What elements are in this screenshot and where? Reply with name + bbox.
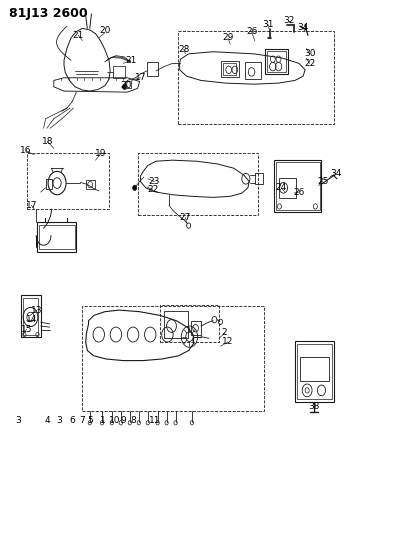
Text: 25: 25 <box>316 177 328 186</box>
Bar <box>113 66 124 78</box>
Text: 34: 34 <box>297 23 308 32</box>
Bar <box>125 82 131 88</box>
Bar <box>21 295 40 337</box>
Text: 1: 1 <box>100 416 106 425</box>
Bar <box>37 222 76 252</box>
Text: 30: 30 <box>303 50 315 58</box>
Bar <box>275 162 319 209</box>
Bar <box>299 357 328 381</box>
Bar <box>23 298 38 335</box>
Text: 14: 14 <box>26 315 37 324</box>
Bar <box>137 153 258 215</box>
Text: 20: 20 <box>99 27 110 36</box>
Text: 32: 32 <box>283 17 294 26</box>
Text: 9: 9 <box>120 416 126 425</box>
Text: 15: 15 <box>20 325 32 334</box>
Bar <box>265 49 287 74</box>
Text: 26: 26 <box>245 27 256 36</box>
Text: 6: 6 <box>69 416 74 425</box>
Bar <box>160 305 219 342</box>
Bar <box>39 224 74 249</box>
Bar <box>294 341 333 402</box>
Bar <box>296 344 331 399</box>
Circle shape <box>122 84 126 90</box>
Text: 10: 10 <box>109 416 120 425</box>
Bar <box>164 311 187 338</box>
Text: 34: 34 <box>329 169 341 178</box>
Text: 21: 21 <box>72 31 84 40</box>
Bar <box>274 160 321 212</box>
Text: 17: 17 <box>25 201 37 210</box>
Bar <box>279 178 295 198</box>
Bar <box>85 180 94 189</box>
Text: 33: 33 <box>308 402 319 411</box>
Bar <box>245 62 260 79</box>
Bar <box>223 63 235 75</box>
Text: 20: 20 <box>121 81 132 90</box>
Text: 12: 12 <box>222 337 233 346</box>
Text: 26: 26 <box>292 188 303 197</box>
Text: 3: 3 <box>56 416 62 425</box>
Bar <box>27 154 109 209</box>
Text: 24: 24 <box>275 183 286 192</box>
Text: 16: 16 <box>20 146 32 155</box>
Text: 31: 31 <box>261 20 273 29</box>
Text: 28: 28 <box>178 45 189 54</box>
Bar <box>146 62 158 76</box>
Bar <box>221 61 238 77</box>
Text: 11: 11 <box>148 416 160 425</box>
Circle shape <box>133 185 137 190</box>
Text: 7: 7 <box>79 416 84 425</box>
Text: 21: 21 <box>125 56 136 64</box>
Text: 8: 8 <box>130 416 136 425</box>
Text: 4: 4 <box>44 416 50 425</box>
Text: 5: 5 <box>87 416 92 425</box>
Text: 27: 27 <box>179 213 191 222</box>
Text: 22: 22 <box>303 59 315 68</box>
Bar <box>190 321 200 335</box>
Text: 2: 2 <box>221 328 227 337</box>
Bar <box>178 31 333 124</box>
Bar <box>266 51 285 72</box>
Text: 13: 13 <box>31 305 42 314</box>
Text: 29: 29 <box>222 34 233 43</box>
Bar <box>254 173 263 184</box>
Bar <box>45 179 52 189</box>
Text: 3: 3 <box>15 416 21 425</box>
Text: 81J13 2600: 81J13 2600 <box>9 7 87 20</box>
Text: 23: 23 <box>148 177 160 186</box>
Text: 18: 18 <box>42 137 53 146</box>
Text: 19: 19 <box>95 149 106 158</box>
Text: 17: 17 <box>135 73 146 82</box>
Text: 22: 22 <box>147 185 158 195</box>
Bar <box>82 306 264 411</box>
